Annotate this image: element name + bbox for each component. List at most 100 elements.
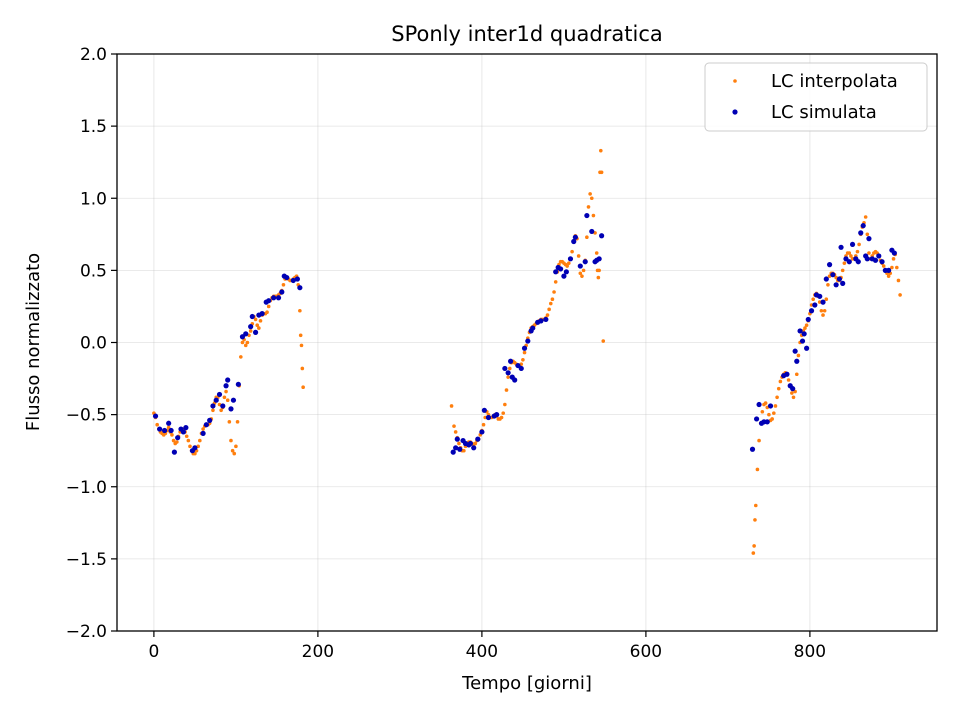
data-point <box>501 411 506 415</box>
data-point <box>207 417 213 423</box>
data-point <box>817 293 823 299</box>
data-point <box>200 430 206 436</box>
y-tick-label: −1.5 <box>66 550 107 570</box>
data-point <box>886 267 892 273</box>
data-point <box>553 280 558 284</box>
data-point <box>849 254 853 258</box>
data-point <box>577 263 583 269</box>
data-point <box>849 241 856 248</box>
data-point <box>811 297 815 302</box>
data-point <box>479 429 485 435</box>
data-point <box>763 401 768 405</box>
data-point <box>252 329 259 335</box>
data-point <box>580 274 584 278</box>
data-point <box>842 261 847 265</box>
data-point <box>184 434 189 439</box>
data-point <box>563 269 569 275</box>
data-point <box>586 205 591 209</box>
data-point <box>858 230 864 236</box>
data-point <box>157 426 163 432</box>
data-point <box>599 148 603 153</box>
data-point <box>290 277 296 284</box>
data-point <box>521 345 528 351</box>
data-point <box>525 338 531 344</box>
data-point <box>258 319 263 323</box>
data-point <box>462 448 466 453</box>
data-point <box>597 268 601 273</box>
data-point <box>235 420 240 424</box>
legend-marker-lc-simulata <box>732 109 738 115</box>
data-point <box>530 325 536 331</box>
data-point <box>572 234 578 240</box>
y-tick-label: −1.0 <box>66 478 107 498</box>
data-point <box>860 223 866 229</box>
data-point <box>764 419 770 425</box>
data-point <box>245 340 250 345</box>
data-point <box>223 383 229 389</box>
data-point <box>589 196 594 201</box>
data-point <box>775 395 779 400</box>
data-point <box>565 264 569 268</box>
data-point <box>804 323 809 327</box>
data-point <box>552 290 556 294</box>
data-point <box>821 313 825 317</box>
data-point <box>550 297 555 302</box>
data-point <box>803 326 807 330</box>
data-point <box>808 308 815 314</box>
data-point <box>239 355 243 359</box>
data-point <box>767 403 774 409</box>
data-point <box>299 343 304 348</box>
data-point <box>547 307 551 312</box>
data-point <box>582 259 588 265</box>
data-point <box>188 444 192 449</box>
data-point <box>230 448 235 453</box>
data-point <box>271 295 277 301</box>
data-point <box>284 274 290 281</box>
data-point <box>898 293 902 297</box>
data-point <box>506 375 510 379</box>
data-point <box>847 251 852 255</box>
data-point <box>891 250 897 256</box>
data-point <box>155 422 159 427</box>
data-point <box>473 441 478 446</box>
legend-label-lc-simulata: LC simulata <box>771 102 877 123</box>
data-point <box>755 467 760 472</box>
y-axis-title: Flusso normalizzato <box>23 253 44 431</box>
data-point <box>454 436 460 442</box>
data-point <box>222 395 227 400</box>
data-point <box>220 403 226 409</box>
data-point <box>571 238 577 245</box>
data-point <box>790 391 794 395</box>
data-point <box>804 345 810 351</box>
data-point <box>836 276 843 282</box>
data-point <box>297 285 303 291</box>
data-point <box>558 266 564 272</box>
data-point <box>281 283 286 287</box>
data-point <box>543 316 549 323</box>
legend-marker-lc-interpolata <box>733 79 737 83</box>
data-point <box>840 280 846 286</box>
data-point <box>522 350 527 355</box>
data-point <box>561 273 567 279</box>
data-point <box>822 308 827 313</box>
data-point <box>481 422 486 427</box>
data-point <box>494 412 500 418</box>
data-point <box>846 259 852 265</box>
y-tick-label: −2.0 <box>66 622 107 642</box>
data-point <box>826 283 830 287</box>
data-point <box>229 438 233 443</box>
data-point <box>840 268 845 273</box>
data-point <box>230 397 237 403</box>
data-point <box>175 440 179 444</box>
y-tick-label: 2.0 <box>80 45 107 65</box>
x-tick-label: 600 <box>630 642 662 662</box>
data-point <box>168 427 174 434</box>
data-point <box>784 371 790 377</box>
data-point <box>792 348 798 354</box>
data-point <box>538 318 544 324</box>
data-point <box>591 213 596 218</box>
data-point <box>475 436 481 442</box>
data-point <box>471 445 477 451</box>
data-point <box>266 304 271 309</box>
